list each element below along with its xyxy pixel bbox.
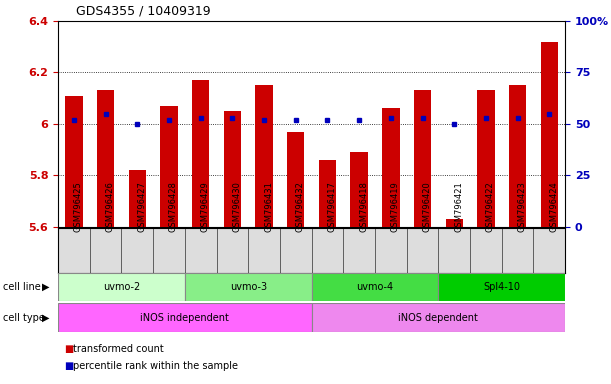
Text: GSM796432: GSM796432 bbox=[296, 181, 305, 232]
Text: GSM796429: GSM796429 bbox=[200, 181, 210, 232]
Bar bbox=[477, 91, 495, 227]
Bar bbox=[58, 273, 185, 301]
Text: GSM796423: GSM796423 bbox=[518, 181, 527, 232]
Text: cell line: cell line bbox=[3, 282, 41, 292]
Text: percentile rank within the sample: percentile rank within the sample bbox=[73, 361, 238, 371]
Bar bbox=[439, 273, 565, 301]
Bar bbox=[128, 170, 146, 227]
Text: uvmo-2: uvmo-2 bbox=[103, 282, 140, 292]
Text: ■: ■ bbox=[64, 361, 73, 371]
Text: iNOS dependent: iNOS dependent bbox=[398, 313, 478, 323]
Bar bbox=[541, 42, 558, 227]
Text: ▶: ▶ bbox=[42, 313, 49, 323]
Text: GSM796427: GSM796427 bbox=[137, 181, 146, 232]
Text: GDS4355 / 10409319: GDS4355 / 10409319 bbox=[76, 4, 211, 17]
Bar bbox=[312, 303, 565, 332]
Bar bbox=[185, 273, 312, 301]
Bar bbox=[445, 219, 463, 227]
Bar bbox=[65, 96, 82, 227]
Text: uvmo-4: uvmo-4 bbox=[356, 282, 393, 292]
Text: GSM796417: GSM796417 bbox=[327, 181, 337, 232]
Bar bbox=[414, 91, 431, 227]
Bar bbox=[97, 91, 114, 227]
Bar bbox=[319, 160, 336, 227]
Bar bbox=[382, 108, 400, 227]
Bar bbox=[192, 80, 210, 227]
Text: ▶: ▶ bbox=[42, 282, 49, 292]
Text: GSM796426: GSM796426 bbox=[106, 181, 115, 232]
Text: GSM796430: GSM796430 bbox=[232, 181, 241, 232]
Text: ■: ■ bbox=[64, 344, 73, 354]
Text: cell type: cell type bbox=[3, 313, 45, 323]
Text: GSM796424: GSM796424 bbox=[549, 181, 558, 232]
Bar bbox=[287, 132, 304, 227]
Text: GSM796425: GSM796425 bbox=[74, 181, 83, 232]
Text: Spl4-10: Spl4-10 bbox=[483, 282, 521, 292]
Text: GSM796431: GSM796431 bbox=[264, 181, 273, 232]
Bar bbox=[224, 111, 241, 227]
Text: transformed count: transformed count bbox=[73, 344, 164, 354]
Bar bbox=[312, 273, 439, 301]
Text: GSM796419: GSM796419 bbox=[391, 181, 400, 232]
Text: GSM796422: GSM796422 bbox=[486, 181, 495, 232]
Text: GSM796420: GSM796420 bbox=[423, 181, 431, 232]
Text: GSM796421: GSM796421 bbox=[454, 181, 463, 232]
Text: iNOS independent: iNOS independent bbox=[141, 313, 229, 323]
Bar bbox=[160, 106, 178, 227]
Bar bbox=[509, 85, 526, 227]
Text: GSM796418: GSM796418 bbox=[359, 181, 368, 232]
Bar bbox=[255, 85, 273, 227]
Text: GSM796428: GSM796428 bbox=[169, 181, 178, 232]
Text: uvmo-3: uvmo-3 bbox=[230, 282, 267, 292]
Bar bbox=[58, 303, 312, 332]
Bar bbox=[351, 152, 368, 227]
